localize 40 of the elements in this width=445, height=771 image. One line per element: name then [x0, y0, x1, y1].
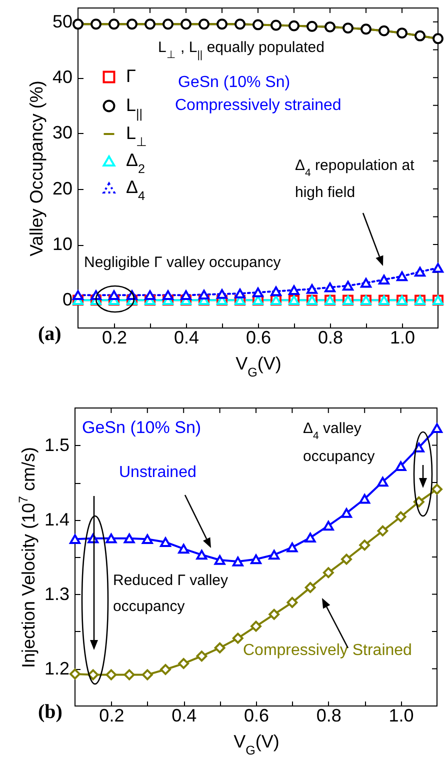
y-tick-label: 40 [52, 67, 72, 88]
legend-label: Δ$_{2}$ [126, 150, 146, 176]
x-tick-label: 0.4 [174, 328, 200, 348]
y-tick-label: 0 [62, 290, 72, 310]
y-tick-label: 50 [52, 11, 72, 32]
x-tick-label: 0.8 [318, 328, 344, 348]
x-tick-label: 0.6 [244, 706, 270, 726]
legend-label: Δ$_{4}$ [126, 177, 146, 203]
x-tick-label: 0.2 [102, 328, 128, 348]
annotation: Compressively strained [175, 97, 342, 114]
y-tick-label: 1.3 [44, 584, 70, 604]
legend-label: Γ [126, 66, 136, 86]
series-label: Compressively Strained [243, 642, 412, 659]
x-axis-title: V$_{G}$(V) [236, 354, 282, 380]
text: Unstrained [119, 464, 196, 481]
x-tick-label: 1.0 [388, 706, 414, 726]
x-tick-label: 0.4 [172, 706, 197, 726]
legend-label: L$_{||}$ [126, 95, 143, 121]
text: (a) [38, 323, 62, 345]
y-tick-label: 1.5 [44, 434, 70, 455]
y-tick-label: 20 [52, 178, 72, 198]
legend-label: L$_{⊥}$ [126, 123, 148, 149]
annotation: Negligible Γ valley occupancy [84, 254, 282, 271]
x-tick-label: 1.0 [390, 328, 416, 348]
x-tick-label: 0.6 [246, 328, 272, 348]
annotation: GeSn (10% Sn) [82, 418, 202, 437]
x-axis-title: V$_{G}$(V) [234, 732, 280, 758]
y-tick-label: 30 [52, 122, 72, 143]
y-axis-title: Valley Occupancy (%) [26, 80, 46, 256]
x-tick-label: 0.8 [316, 706, 342, 726]
annotation: Δ$_{4}$ repopulation at high field [295, 157, 416, 201]
y-tick-label: 1.4 [44, 509, 70, 530]
text: (b) [38, 701, 62, 723]
annotation: GeSn (10% Sn) [178, 74, 290, 91]
x-tick-label: 0.2 [99, 706, 124, 726]
annotation: Δ$_{4}$ valley occupancy [303, 420, 376, 465]
annotation: Reduced Γ valley occupancy [113, 572, 228, 615]
annotation: L$_{⊥}$ , L$_{||}$ equally populated [158, 39, 324, 61]
y-tick-label: 10 [52, 234, 72, 254]
y-tick-label: 1.2 [44, 658, 70, 678]
